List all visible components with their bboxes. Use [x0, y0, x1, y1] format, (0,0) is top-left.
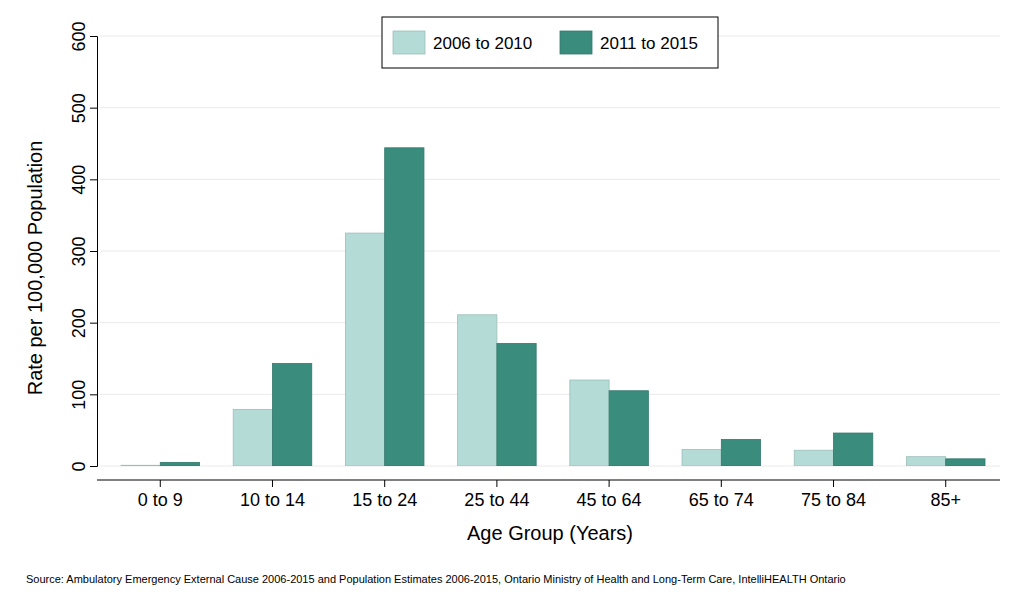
x-tick-label: 45 to 64 [577, 490, 642, 510]
legend-label: 2011 to 2015 [600, 34, 698, 53]
source-note: Source: Ambulatory Emergency External Ca… [26, 573, 846, 585]
y-axis: 0 100 200 300 400 500 600 [69, 21, 98, 471]
bar [272, 364, 311, 466]
y-tick-mark [90, 36, 97, 37]
y-tick-mark [90, 179, 97, 180]
x-tick: 25 to 44 [464, 480, 529, 510]
bar [721, 439, 760, 466]
chart: 0 100 200 300 400 500 600 0 to 9 10 to 14 15 to 2… [0, 0, 1024, 614]
y-tick: 200 [69, 308, 97, 338]
bar [233, 409, 272, 466]
bars [121, 148, 985, 466]
bar [121, 465, 160, 466]
y-tick: 300 [69, 236, 97, 266]
y-tick-mark [90, 323, 97, 324]
y-tick: 100 [69, 380, 97, 410]
y-tick-label: 100 [69, 380, 89, 410]
x-tick-label: 65 to 74 [689, 490, 754, 510]
x-tick-label: 15 to 24 [352, 490, 417, 510]
legend: 2006 to 2010 2011 to 2015 [382, 17, 718, 68]
bar [682, 450, 721, 466]
grid-line [100, 251, 1000, 252]
x-tick-label: 75 to 84 [801, 490, 866, 510]
legend-label: 2006 to 2010 [433, 34, 532, 53]
y-tick-mark [90, 108, 97, 109]
y-axis-line [90, 37, 98, 467]
x-tick-mark [833, 480, 834, 487]
x-tick-label: 85+ [930, 490, 961, 510]
x-axis: 0 to 9 10 to 14 15 to 24 25 to 44 45 to 64 65… [97, 480, 1000, 510]
grid-line [100, 322, 1000, 323]
y-tick: 0 [69, 461, 97, 471]
x-tick-mark [721, 480, 722, 487]
x-tick-label: 25 to 44 [464, 490, 529, 510]
x-tick-mark [609, 480, 610, 487]
bar [946, 459, 985, 466]
y-tick-label: 500 [69, 93, 89, 123]
y-tick-mark [90, 466, 97, 467]
y-tick: 400 [69, 165, 97, 195]
x-tick: 15 to 24 [352, 480, 417, 510]
legend-swatch [393, 31, 425, 54]
grid-line [100, 179, 1000, 180]
x-tick: 75 to 84 [801, 480, 866, 510]
x-tick-label: 10 to 14 [240, 490, 305, 510]
legend-swatch [560, 31, 592, 54]
bar [609, 391, 648, 466]
bar [160, 462, 199, 466]
bar [497, 343, 536, 466]
x-tick-mark [272, 480, 273, 487]
x-tick: 85+ [930, 480, 961, 510]
grid [100, 36, 1000, 466]
bar [794, 450, 833, 466]
y-tick: 600 [69, 21, 97, 51]
y-tick-mark [90, 251, 97, 252]
y-tick-label: 600 [69, 21, 89, 51]
x-axis-line [97, 480, 1000, 481]
x-tick-label: 0 to 9 [138, 490, 183, 510]
x-tick: 10 to 14 [240, 480, 305, 510]
x-tick-mark [160, 480, 161, 487]
grid-line [100, 107, 1000, 108]
y-tick-label: 0 [69, 461, 89, 471]
x-tick-mark [496, 480, 497, 487]
bar [458, 315, 497, 466]
bar [906, 457, 945, 466]
bar [834, 433, 873, 466]
x-tick-mark [945, 480, 946, 487]
x-tick: 0 to 9 [138, 480, 183, 510]
bar [570, 380, 609, 466]
grid-line [100, 394, 1000, 395]
x-tick: 65 to 74 [689, 480, 754, 510]
y-tick-mark [90, 394, 97, 395]
x-tick-mark [384, 480, 385, 487]
y-tick-label: 400 [69, 165, 89, 195]
y-tick-label: 300 [69, 236, 89, 266]
x-tick: 45 to 64 [577, 480, 642, 510]
y-axis-title: Rate per 100,000 Population [24, 141, 46, 396]
bar [345, 233, 384, 466]
y-tick-label: 200 [69, 308, 89, 338]
y-tick: 500 [69, 93, 97, 123]
legend-box [382, 17, 718, 68]
x-axis-title: Age Group (Years) [467, 522, 633, 544]
bar [385, 148, 424, 466]
